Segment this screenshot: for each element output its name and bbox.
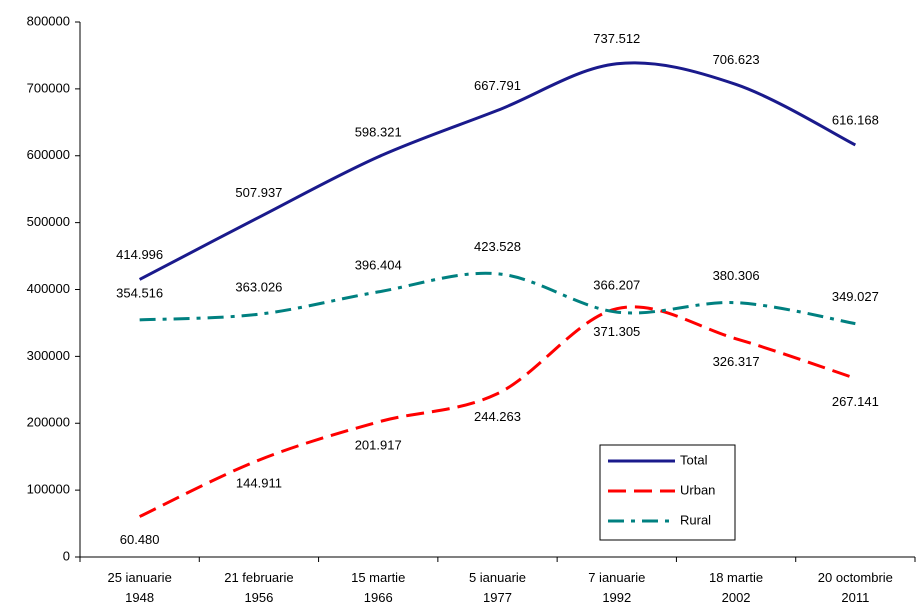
y-tick-label: 100000 (27, 482, 70, 497)
y-tick-label: 500000 (27, 214, 70, 229)
data-label: 244.263 (474, 409, 521, 424)
data-label: 706.623 (713, 52, 760, 67)
data-label: 414.996 (116, 247, 163, 262)
x-tick-label: 15 martie 1966 (351, 570, 405, 605)
y-tick-label: 700000 (27, 80, 70, 95)
x-tick-label: 18 martie 2002 (709, 570, 763, 605)
x-tick-label: 5 ianuarie 1977 (469, 570, 526, 605)
data-label: 667.791 (474, 78, 521, 93)
data-label: 598.321 (355, 124, 402, 139)
data-label: 201.917 (355, 437, 402, 452)
y-tick-label: 300000 (27, 348, 70, 363)
data-label: 349.027 (832, 289, 879, 304)
data-label: 60.480 (120, 532, 160, 547)
line-urban (139, 305, 856, 518)
data-label: 326.317 (713, 354, 760, 369)
y-tick-label: 600000 (27, 147, 70, 162)
data-label: 144.911 (236, 476, 282, 491)
data-label: 366.207 (593, 278, 640, 293)
data-label: 396.404 (355, 257, 402, 272)
data-label: 507.937 (235, 185, 282, 200)
data-label: 737.512 (593, 31, 640, 46)
legend-label: Rural (680, 512, 711, 527)
data-label: 616.168 (832, 112, 879, 127)
data-label: 423.528 (474, 239, 521, 254)
data-label: 354.516 (116, 285, 163, 300)
y-tick-label: 800000 (27, 13, 70, 28)
legend-label: Urban (680, 482, 715, 497)
x-tick-label: 21 februarie 1956 (224, 570, 293, 605)
line-total (138, 61, 857, 281)
y-tick-label: 0 (63, 548, 70, 563)
x-tick-label: 7 ianuarie 1992 (588, 570, 645, 605)
y-tick-label: 200000 (27, 415, 70, 430)
data-label: 267.141 (832, 394, 879, 409)
data-label: 380.306 (713, 268, 760, 283)
data-label: 363.026 (235, 280, 282, 295)
y-tick-label: 400000 (27, 281, 70, 296)
data-label: 371.305 (593, 324, 640, 339)
x-tick-label: 25 ianuarie 1948 (107, 570, 171, 605)
legend-label: Total (680, 452, 708, 467)
x-tick-label: 20 octombrie 2011 (818, 570, 893, 605)
